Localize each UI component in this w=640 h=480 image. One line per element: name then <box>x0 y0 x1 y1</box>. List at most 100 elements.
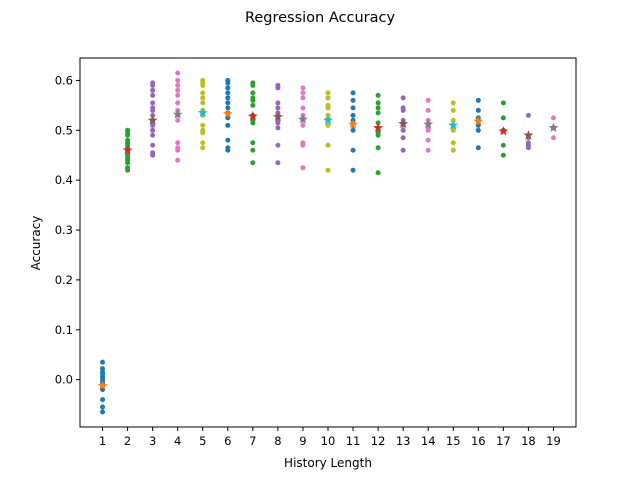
data-point <box>275 105 281 111</box>
data-point <box>150 122 156 128</box>
data-point <box>325 167 331 173</box>
data-point <box>175 117 181 123</box>
data-points <box>100 70 556 415</box>
y-axis-label: Accuracy <box>29 216 43 271</box>
y-tick-label: 0.2 <box>55 273 73 287</box>
mean-star-marker <box>97 380 108 390</box>
data-point <box>175 147 181 153</box>
x-tick-label: 5 <box>199 434 206 448</box>
data-point <box>175 92 181 98</box>
x-tick-label: 14 <box>421 434 436 448</box>
data-point <box>175 77 181 83</box>
data-point <box>150 87 156 93</box>
x-tick-label: 17 <box>496 434 511 448</box>
mean-star-marker <box>122 145 133 155</box>
x-tick-label: 3 <box>149 434 156 448</box>
data-point <box>200 100 206 106</box>
data-point <box>450 100 456 106</box>
data-point <box>175 157 181 163</box>
data-point <box>175 82 181 88</box>
mean-star-marker <box>172 109 183 119</box>
data-point <box>150 152 156 158</box>
data-point <box>400 127 406 133</box>
data-point <box>300 85 306 91</box>
data-point <box>225 85 231 91</box>
data-point <box>150 92 156 98</box>
mean-star-marker <box>523 130 534 140</box>
x-tick-label: 8 <box>274 434 281 448</box>
y-tick-label: 0.1 <box>55 323 73 337</box>
data-point <box>350 127 356 133</box>
data-point <box>100 404 106 410</box>
data-point <box>200 90 206 96</box>
data-point <box>150 127 156 133</box>
data-point <box>125 160 131 166</box>
data-point <box>325 122 331 128</box>
x-axis-label: History Length <box>284 456 372 470</box>
data-point <box>225 95 231 101</box>
mean-star-marker <box>323 115 333 125</box>
data-point <box>450 147 456 153</box>
mean-star-marker <box>147 115 158 125</box>
x-tick-label: 12 <box>371 434 386 448</box>
data-point <box>300 95 306 101</box>
data-point <box>150 142 156 148</box>
x-tick-label: 7 <box>249 434 256 448</box>
data-point <box>100 397 106 403</box>
data-point <box>150 82 156 88</box>
chart-title: Regression Accuracy <box>245 10 396 26</box>
x-tick-label: 10 <box>321 434 336 448</box>
data-point <box>200 140 206 146</box>
data-point <box>325 90 331 96</box>
mean-star-marker <box>548 122 559 133</box>
data-point <box>475 107 481 113</box>
data-point <box>300 90 306 96</box>
data-point <box>325 95 331 101</box>
data-point <box>400 107 406 113</box>
data-point <box>425 137 431 143</box>
data-point <box>525 145 531 151</box>
data-point <box>500 100 506 106</box>
data-point <box>375 105 381 111</box>
data-point <box>550 115 556 121</box>
data-point <box>150 132 156 138</box>
data-point <box>325 105 331 111</box>
data-point <box>150 100 156 106</box>
data-point <box>125 132 131 138</box>
data-point <box>200 82 206 88</box>
data-point <box>550 135 556 141</box>
y-tick-label: 0.4 <box>55 173 73 187</box>
data-point <box>450 107 456 113</box>
data-point <box>400 95 406 101</box>
data-point <box>500 115 506 121</box>
data-point <box>250 97 256 103</box>
data-point <box>275 120 281 126</box>
data-point <box>225 105 231 111</box>
data-point <box>350 97 356 103</box>
data-point <box>450 127 456 133</box>
x-tick-label: 11 <box>346 434 361 448</box>
mean-star-marker <box>197 107 208 118</box>
data-point <box>425 147 431 153</box>
data-point <box>375 145 381 151</box>
data-point <box>250 120 256 126</box>
data-point <box>350 167 356 173</box>
data-point <box>250 160 256 166</box>
x-axis: 1 2 3 4 5 6 7 8 9 10 11 12 13 14 15 16 17 18 19 <box>99 427 561 448</box>
data-point <box>100 359 106 365</box>
data-point <box>450 140 456 146</box>
data-point <box>200 122 206 128</box>
data-point <box>250 140 256 146</box>
data-point <box>350 105 356 111</box>
data-point <box>225 137 231 143</box>
data-point <box>375 92 381 98</box>
data-point <box>225 122 231 128</box>
data-point <box>300 122 306 128</box>
data-point <box>300 105 306 111</box>
x-tick-label: 18 <box>521 434 536 448</box>
data-point <box>175 140 181 146</box>
mean-star-marker <box>298 114 308 124</box>
data-point <box>525 112 531 118</box>
mean-star-marker <box>398 118 409 129</box>
